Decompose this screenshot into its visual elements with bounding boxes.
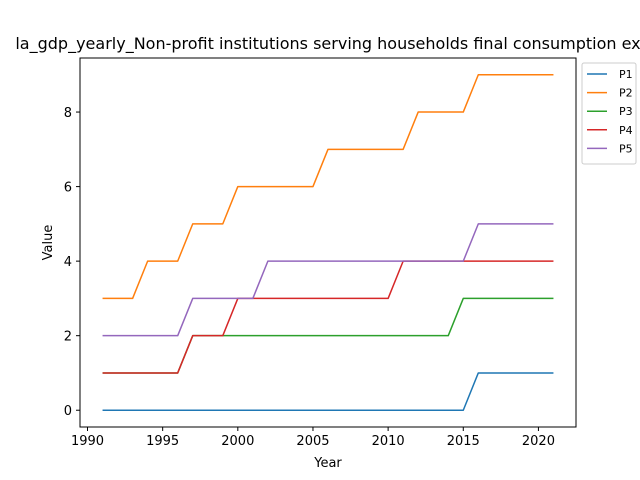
y-tick-label: 6 — [64, 181, 72, 196]
x-tick-label: 2010 — [372, 434, 405, 449]
chart-title: la_gdp_yearly_Non-profit institutions se… — [15, 34, 640, 54]
x-tick-label: 2020 — [522, 434, 555, 449]
legend-label-p1: P1 — [619, 68, 633, 81]
legend-label-p4: P4 — [619, 124, 633, 137]
series-line-p5 — [102, 223, 554, 337]
legend-label-p2: P2 — [619, 87, 633, 100]
y-tick-label: 0 — [64, 404, 72, 419]
y-tick-label: 8 — [64, 106, 72, 121]
series-line-p1 — [102, 372, 554, 411]
x-tick-label: 2005 — [296, 434, 329, 449]
x-tick-label: 2015 — [447, 434, 480, 449]
plot-area — [79, 57, 577, 428]
y-tick-label: 4 — [64, 255, 72, 270]
y-axis: 0 2 4 6 8 — [64, 106, 80, 419]
x-axis-label: Year — [313, 456, 342, 471]
series-line-p4 — [102, 260, 554, 374]
x-tick-label: 1995 — [146, 434, 179, 449]
legend-label-p3: P3 — [619, 105, 633, 118]
x-tick-label: 1990 — [71, 434, 104, 449]
series-line-p2 — [102, 74, 554, 300]
series-layer — [102, 74, 554, 411]
plot-border — [79, 57, 577, 428]
x-axis: 1990 1995 2000 2005 2010 2015 2020 — [71, 427, 555, 449]
y-tick-label: 2 — [64, 330, 72, 345]
legend: P1 P2 P3 P4 P5 — [581, 62, 637, 165]
y-axis-label: Value — [41, 225, 56, 261]
x-tick-label: 2000 — [221, 434, 254, 449]
legend-label-p5: P5 — [619, 142, 633, 155]
legend-box — [581, 62, 637, 165]
